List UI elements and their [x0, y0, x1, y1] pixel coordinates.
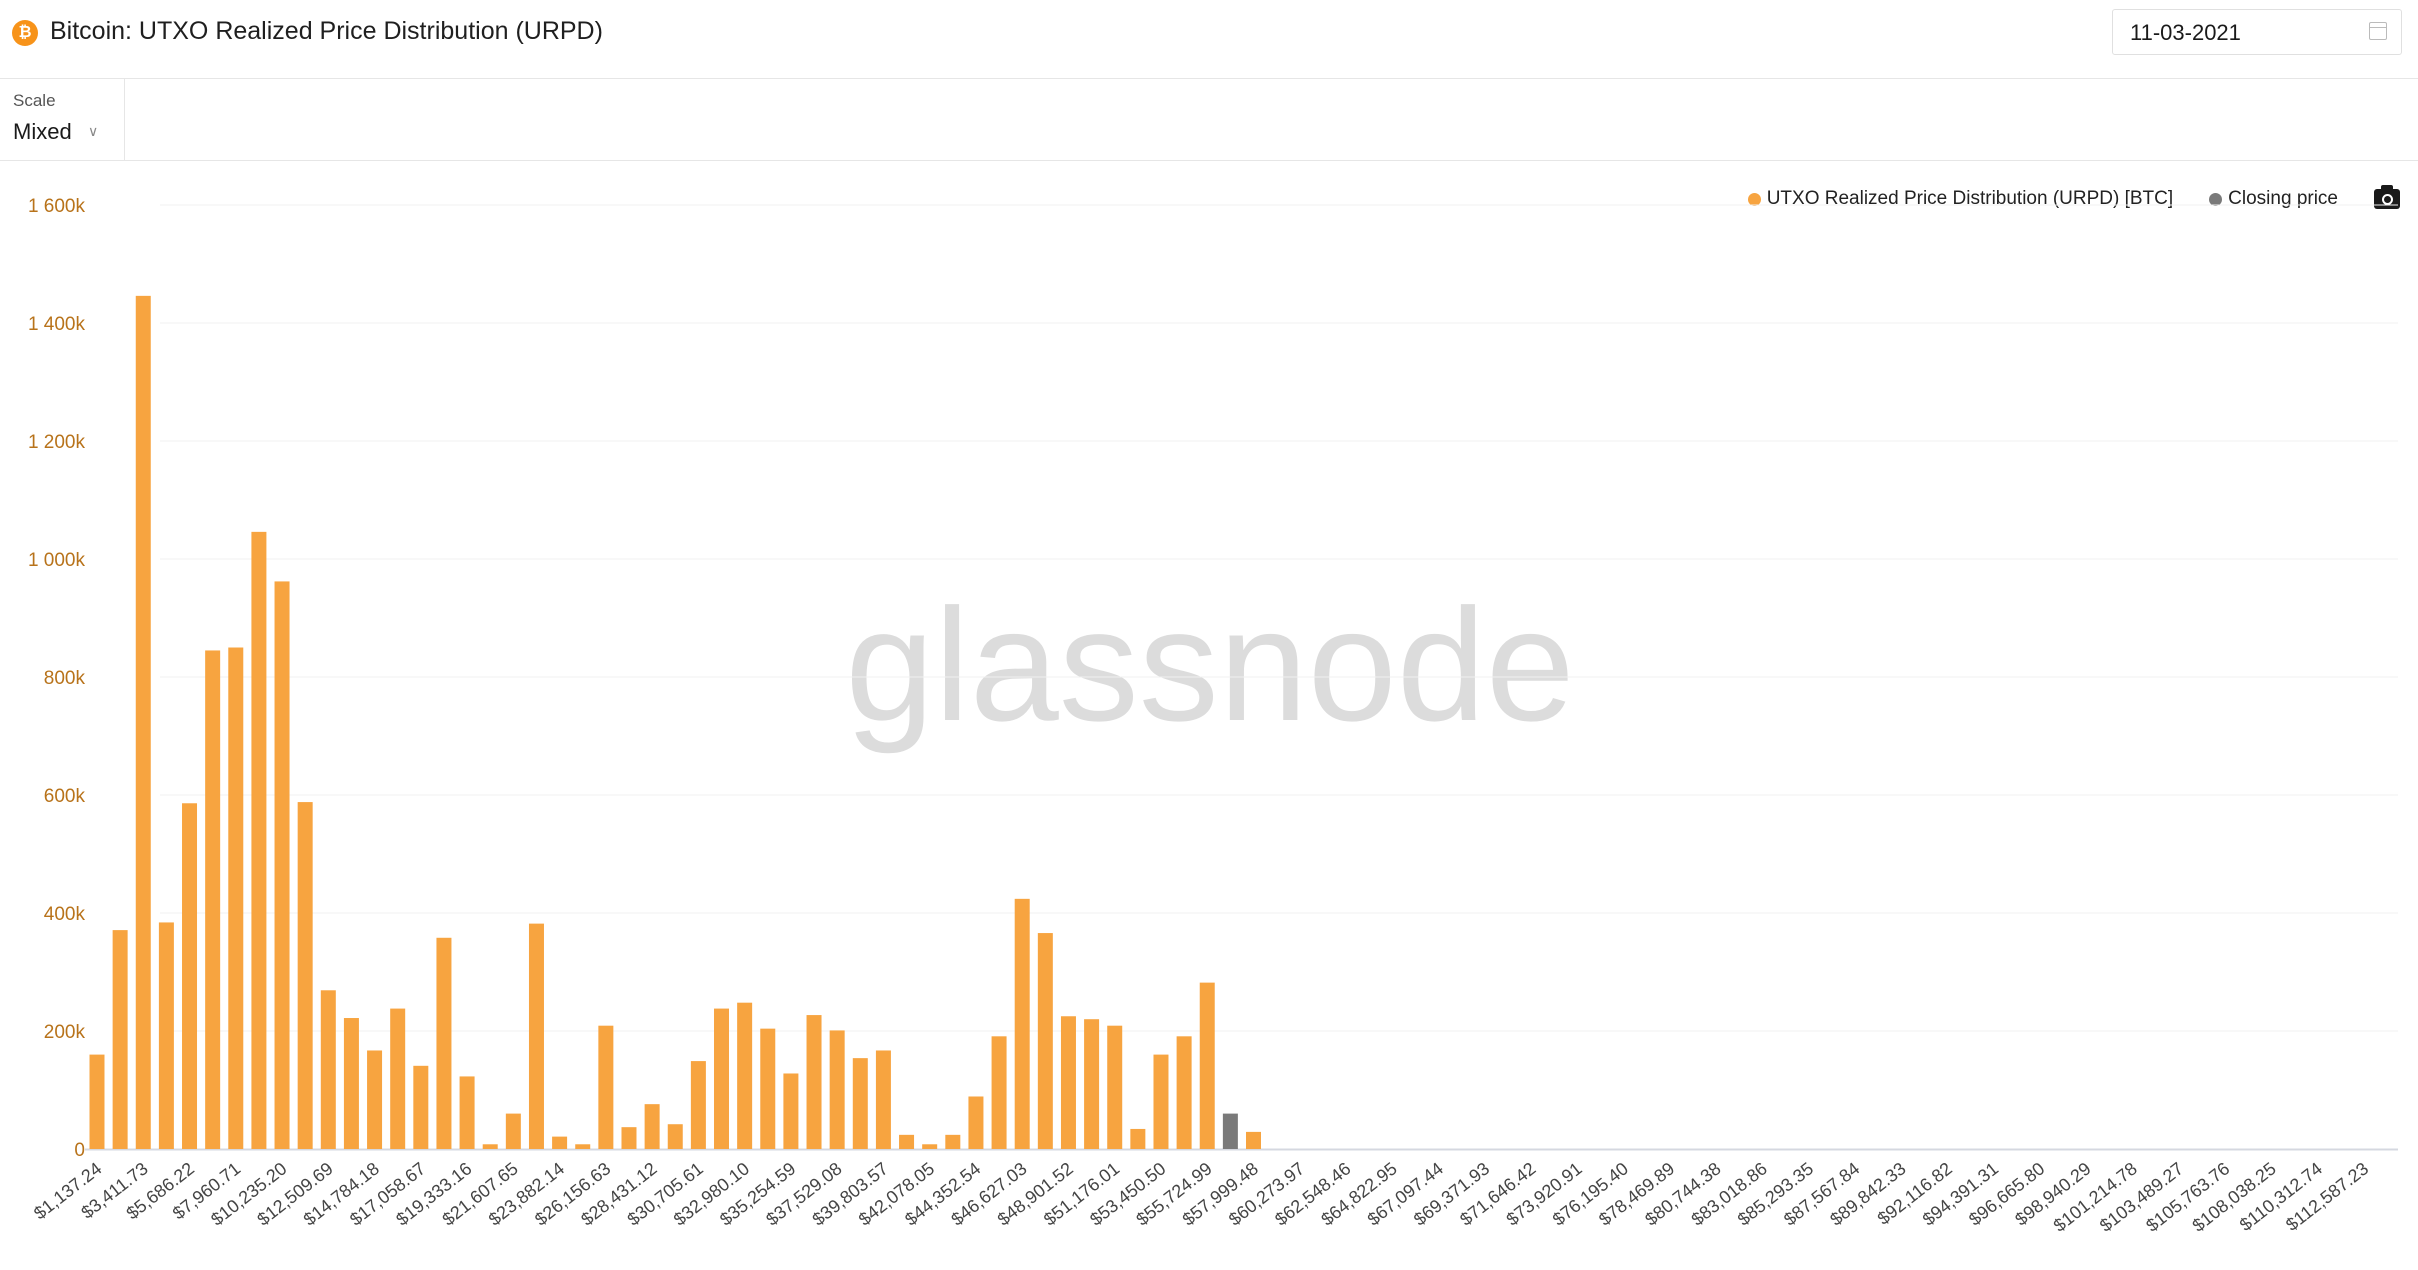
bar[interactable] — [598, 1025, 614, 1149]
bar[interactable] — [390, 1008, 406, 1149]
bar[interactable] — [1130, 1128, 1146, 1149]
bar[interactable] — [575, 1144, 591, 1149]
bar[interactable] — [621, 1127, 637, 1149]
scale-select[interactable]: Scale Mixed ∨ — [0, 79, 125, 160]
toolbar: Scale Mixed ∨ — [0, 79, 2418, 161]
bar[interactable] — [714, 1008, 730, 1149]
bar[interactable] — [89, 1054, 105, 1149]
bar[interactable] — [852, 1058, 868, 1149]
y-tick-label: 200k — [44, 1022, 86, 1043]
y-tick-label: 800k — [44, 668, 86, 689]
bar[interactable] — [1176, 1036, 1192, 1149]
bar[interactable] — [413, 1065, 429, 1149]
bar[interactable] — [274, 581, 290, 1149]
bar[interactable] — [783, 1073, 799, 1149]
bitcoin-icon: ₿ — [12, 20, 38, 46]
bar[interactable] — [1060, 1016, 1076, 1149]
watermark: glassnode — [845, 575, 1574, 754]
bar[interactable] — [1153, 1054, 1169, 1149]
bar[interactable] — [182, 803, 198, 1149]
y-tick-label: 600k — [44, 786, 86, 807]
header: ₿ Bitcoin: UTXO Realized Price Distribut… — [0, 0, 2418, 79]
bar[interactable] — [922, 1144, 938, 1149]
y-tick-label: 1 000k — [28, 550, 86, 571]
bar[interactable] — [737, 1002, 753, 1149]
y-tick-label: 400k — [44, 904, 86, 925]
bar[interactable] — [1246, 1131, 1261, 1149]
legend-dot-closing — [2209, 192, 2223, 206]
bar[interactable] — [135, 295, 151, 1149]
bar[interactable] — [112, 930, 128, 1149]
bar[interactable] — [991, 1036, 1007, 1149]
bar[interactable] — [367, 1050, 383, 1149]
bar[interactable] — [806, 1015, 822, 1149]
date-picker[interactable]: 11-03-2021 — [2112, 9, 2402, 55]
bar[interactable] — [829, 1030, 845, 1149]
bar[interactable] — [436, 937, 452, 1149]
bar[interactable] — [343, 1018, 359, 1149]
page-title: Bitcoin: UTXO Realized Price Distributio… — [50, 17, 603, 45]
bar[interactable] — [667, 1124, 683, 1149]
bar[interactable] — [945, 1134, 961, 1149]
bar[interactable] — [205, 650, 221, 1149]
calendar-icon[interactable] — [2369, 22, 2387, 40]
bar[interactable] — [528, 923, 544, 1149]
bar[interactable] — [1037, 933, 1053, 1149]
bar[interactable] — [1084, 1019, 1100, 1149]
bar[interactable] — [228, 647, 244, 1150]
bar[interactable] — [251, 531, 267, 1149]
bar[interactable] — [899, 1134, 915, 1149]
legend-dot-urpd — [1747, 192, 1761, 206]
chart: glassnode 0 200k 400k 600k 800k 1 000k 1 200k 1… — [28, 196, 2398, 1236]
y-tick-label: 1 400k — [28, 314, 86, 335]
closing-price-bar[interactable] — [1222, 1113, 1238, 1149]
legend-label: UTXO Realized Price Distribution (URPD) … — [1766, 188, 2174, 209]
bar[interactable] — [459, 1076, 475, 1149]
bar[interactable] — [760, 1028, 776, 1149]
y-tick-label: 1 600k — [28, 196, 86, 217]
bar[interactable] — [1014, 898, 1030, 1149]
bar[interactable] — [875, 1050, 891, 1149]
bar[interactable] — [158, 922, 174, 1149]
scale-value[interactable]: Mixed — [13, 119, 72, 144]
legend-item-urpd[interactable]: UTXO Realized Price Distribution (URPD) … — [1747, 188, 2174, 210]
bar[interactable] — [968, 1096, 984, 1149]
bar[interactable] — [297, 802, 313, 1149]
y-tick-label: 1 200k — [28, 432, 86, 453]
bar[interactable] — [1107, 1025, 1123, 1149]
bar[interactable] — [1199, 982, 1215, 1149]
y-tick-label: 0 — [74, 1140, 85, 1161]
bar[interactable] — [552, 1136, 568, 1149]
bar[interactable] — [505, 1113, 521, 1149]
chevron-down-icon[interactable]: ∨ — [88, 123, 99, 139]
legend: UTXO Realized Price Distribution (URPD) … — [1747, 185, 2418, 211]
camera-icon[interactable] — [2374, 185, 2400, 209]
bar[interactable] — [690, 1061, 706, 1149]
legend-item-closing-price[interactable]: Closing price — [2209, 188, 2338, 210]
date-value: 11-03-2021 — [2130, 20, 2241, 45]
scale-label: Scale — [13, 91, 56, 110]
bar[interactable] — [644, 1104, 660, 1149]
legend-label: Closing price — [2228, 188, 2338, 209]
bar[interactable] — [482, 1144, 498, 1149]
bar[interactable] — [320, 990, 336, 1149]
